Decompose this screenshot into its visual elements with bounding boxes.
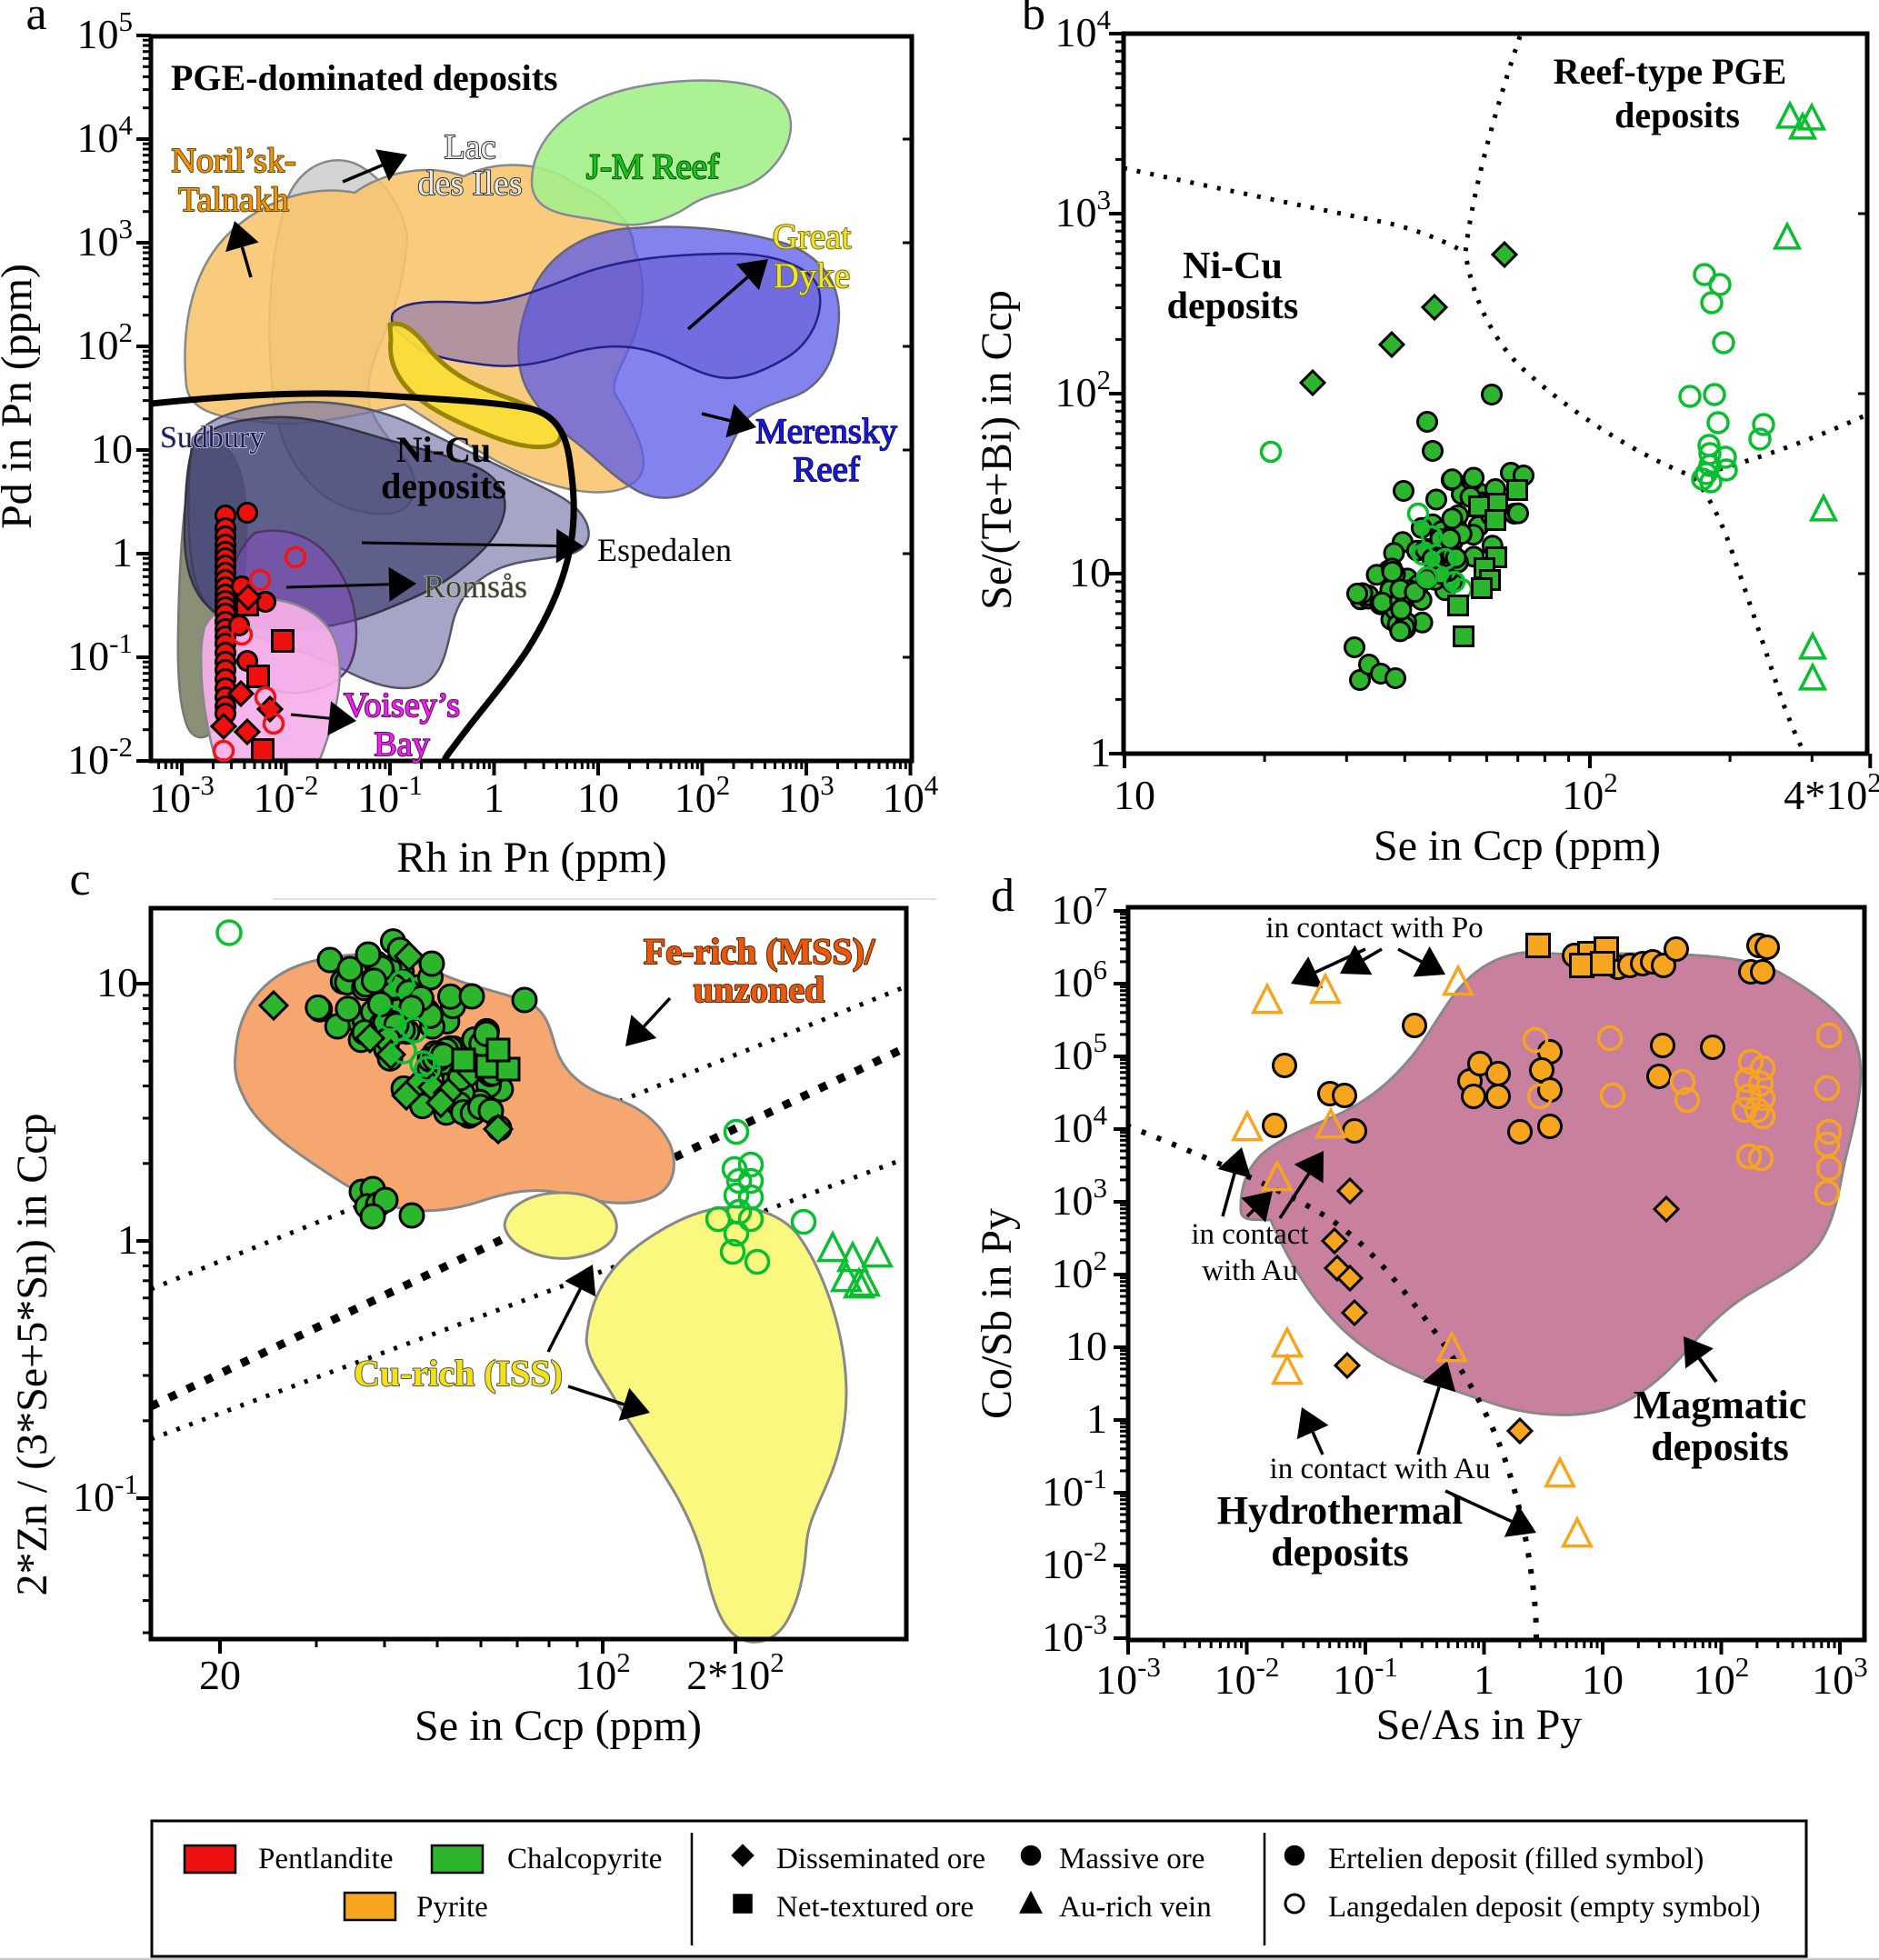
svg-text:Ertelien deposit (filled symbo: Ertelien deposit (filled symbol)	[1328, 1843, 1704, 1875]
svg-text:Chalcopyrite: Chalcopyrite	[507, 1843, 662, 1875]
svg-text:Dyke: Dyke	[774, 256, 850, 295]
svg-text:10-1: 10-1	[1042, 1463, 1107, 1515]
svg-text:Pd in Pn (ppm): Pd in Pn (ppm)	[0, 264, 41, 529]
svg-text:Se in Ccp (ppm): Se in Ccp (ppm)	[415, 1702, 702, 1750]
svg-text:10-3: 10-3	[1095, 1651, 1161, 1703]
svg-text:10: 10	[1582, 1656, 1624, 1703]
svg-text:c: c	[69, 854, 90, 905]
svg-text:deposits: deposits	[1271, 1530, 1409, 1575]
svg-text:Rh in Pn (ppm): Rh in Pn (ppm)	[396, 834, 666, 882]
svg-text:1: 1	[484, 775, 505, 821]
svg-text:unzoned: unzoned	[694, 969, 825, 1010]
svg-text:with Au: with Au	[1202, 1255, 1297, 1287]
svg-text:in contact: in contact	[1191, 1218, 1308, 1251]
svg-text:des Iles: des Iles	[417, 165, 522, 203]
svg-text:Se/(Te+Bi) in Ccp: Se/(Te+Bi) in Ccp	[973, 290, 1021, 610]
svg-text:J-M Reef: J-M Reef	[586, 147, 719, 186]
svg-text:PGE-dominated deposits: PGE-dominated deposits	[171, 57, 558, 98]
svg-text:in contact with Po: in contact with Po	[1265, 912, 1483, 945]
svg-text:10: 10	[577, 775, 619, 821]
svg-text:Magmatic: Magmatic	[1634, 1383, 1807, 1427]
svg-text:2*102: 2*102	[686, 1646, 785, 1698]
svg-text:20: 20	[199, 1652, 241, 1698]
svg-text:1: 1	[1474, 1656, 1494, 1703]
svg-text:Sudbury: Sudbury	[160, 421, 265, 455]
svg-text:Romsås: Romsås	[424, 568, 527, 605]
svg-text:Fe-rich (MSS)/: Fe-rich (MSS)/	[644, 931, 875, 972]
svg-text:Great: Great	[773, 217, 852, 256]
svg-text:deposits: deposits	[1614, 95, 1740, 135]
svg-text:deposits: deposits	[1167, 285, 1299, 327]
svg-text:10: 10	[91, 425, 133, 472]
svg-text:Cu-rich (ISS): Cu-rich (ISS)	[354, 1353, 563, 1394]
svg-text:Ni-Cu: Ni-Cu	[396, 429, 491, 470]
svg-text:deposits: deposits	[1651, 1425, 1789, 1469]
svg-text:Merensky: Merensky	[755, 412, 897, 451]
svg-text:Espedalen: Espedalen	[597, 532, 732, 568]
svg-text:Bay: Bay	[374, 725, 429, 764]
svg-text:1: 1	[117, 1216, 138, 1263]
svg-text:deposits: deposits	[381, 465, 506, 506]
svg-text:10: 10	[96, 959, 138, 1005]
svg-text:Massive ore: Massive ore	[1059, 1843, 1204, 1875]
svg-text:in contact with Au: in contact with Au	[1270, 1453, 1491, 1485]
svg-text:Au-rich vein: Au-rich vein	[1059, 1891, 1212, 1924]
svg-text:10-1: 10-1	[1333, 1651, 1398, 1703]
svg-text:10: 10	[1069, 549, 1111, 595]
svg-text:10-2: 10-2	[1214, 1651, 1280, 1703]
svg-text:Se/As in Py: Se/As in Py	[1376, 1701, 1583, 1749]
svg-text:Pentlandite: Pentlandite	[258, 1843, 393, 1875]
svg-text:Co/Sb in Py: Co/Sb in Py	[973, 1208, 1021, 1419]
svg-text:Voisey’s: Voisey’s	[344, 686, 460, 725]
svg-text:4*102: 4*102	[1784, 766, 1879, 818]
svg-text:1: 1	[1090, 729, 1111, 775]
svg-text:Reef-type PGE: Reef-type PGE	[1554, 51, 1787, 92]
svg-text:104: 104	[883, 769, 939, 821]
svg-text:102: 102	[77, 316, 134, 368]
svg-text:Lac: Lac	[445, 128, 496, 166]
svg-text:Net-textured ore: Net-textured ore	[776, 1891, 974, 1924]
svg-text:b: b	[1022, 0, 1045, 40]
svg-text:105: 105	[77, 5, 134, 57]
svg-text:Disseminated ore: Disseminated ore	[776, 1843, 985, 1875]
svg-text:10-1: 10-1	[357, 769, 423, 821]
svg-text:Pyrite: Pyrite	[416, 1891, 488, 1924]
svg-text:Langedalen deposit (empty symb: Langedalen deposit (empty symbol)	[1328, 1891, 1761, 1924]
svg-text:10: 10	[1114, 772, 1155, 818]
svg-text:103: 103	[1812, 1651, 1868, 1703]
svg-text:a: a	[25, 0, 46, 40]
svg-text:1: 1	[112, 529, 133, 575]
svg-text:1: 1	[1086, 1395, 1107, 1442]
svg-text:10: 10	[1065, 1323, 1107, 1369]
svg-text:Hydrothermal: Hydrothermal	[1217, 1488, 1464, 1533]
svg-text:Reef: Reef	[793, 450, 860, 489]
svg-text:2*Zn / (3*Se+5*Sn) in Ccp: 2*Zn / (3*Se+5*Sn) in Ccp	[8, 1113, 56, 1595]
svg-text:Noril’sk-: Noril’sk-	[171, 142, 295, 180]
svg-text:Se in Ccp (ppm): Se in Ccp (ppm)	[1374, 822, 1661, 870]
svg-text:Ni-Cu: Ni-Cu	[1183, 245, 1283, 287]
svg-text:Talnakh: Talnakh	[178, 181, 289, 219]
svg-text:d: d	[991, 870, 1014, 922]
